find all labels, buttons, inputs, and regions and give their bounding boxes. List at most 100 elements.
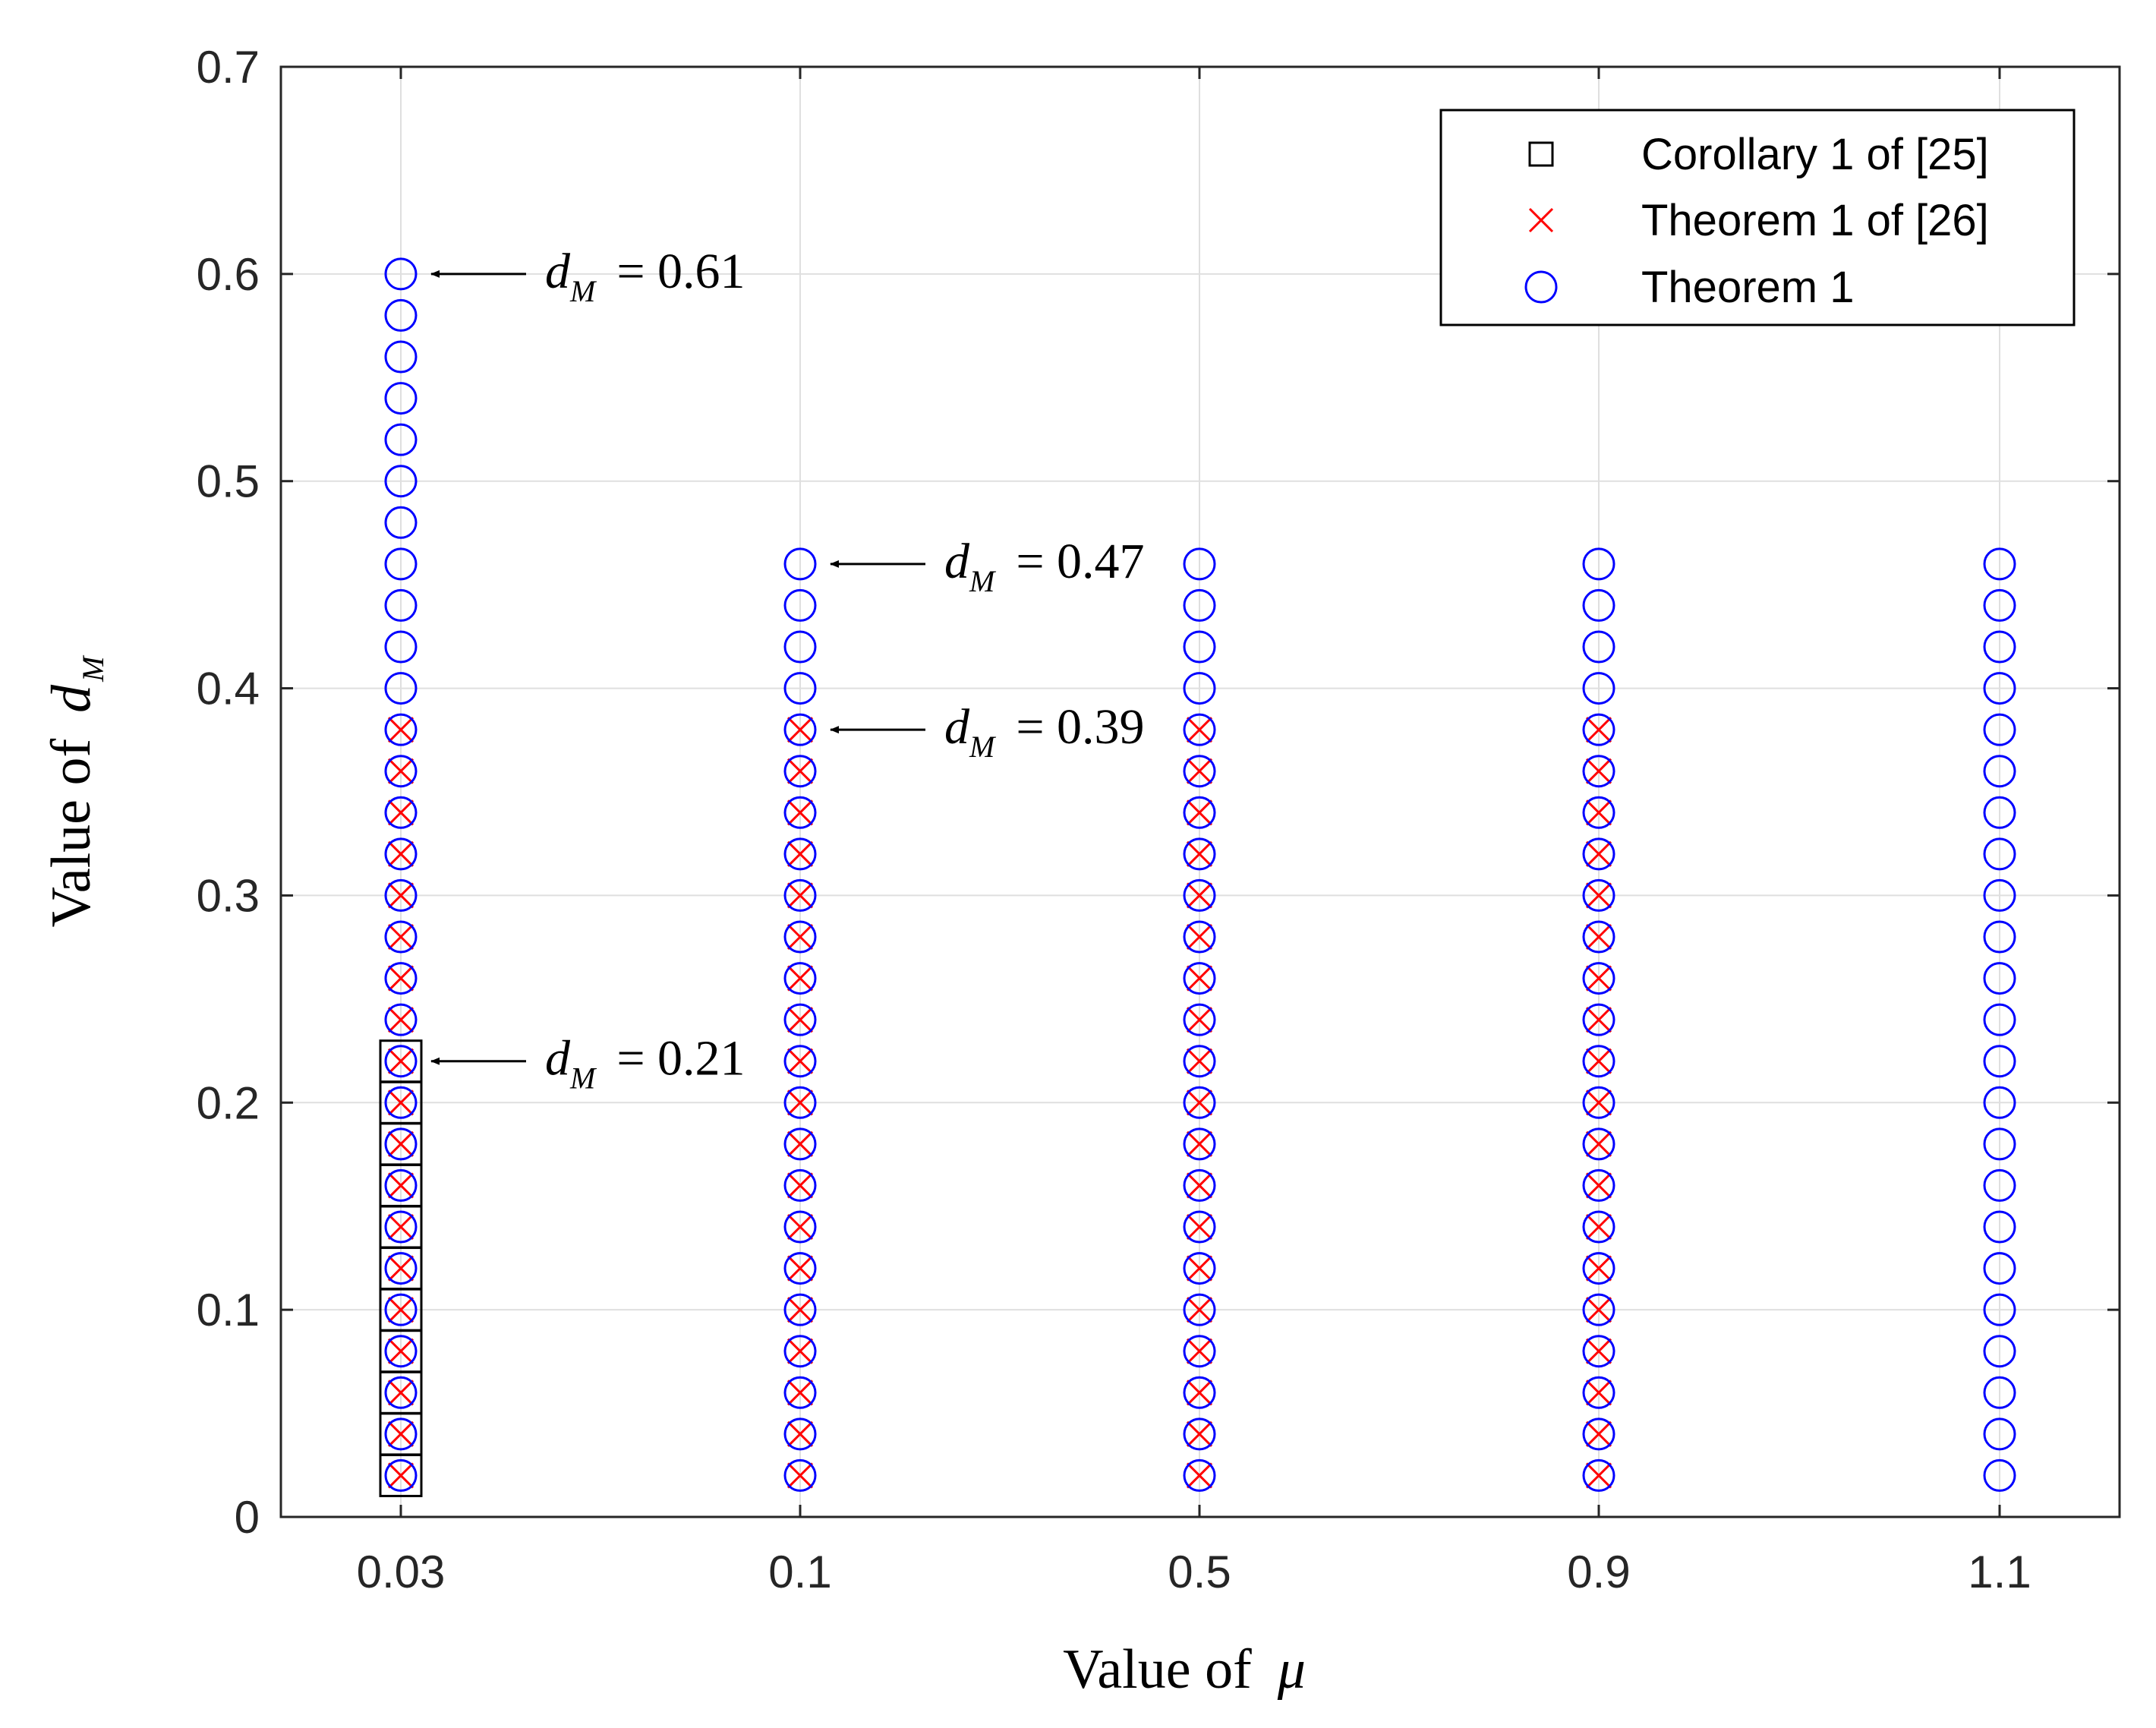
y-axis-title-variable: d <box>40 684 102 713</box>
theorem1-circle-marker <box>384 713 418 746</box>
theorem26-x-marker <box>1186 882 1213 909</box>
theorem26-x-marker <box>786 758 814 784</box>
theorem26-x-marker <box>387 882 414 909</box>
theorem26-x-marker <box>387 1048 414 1074</box>
y-axis-title-subscript: M <box>76 654 110 683</box>
theorem1-circle-marker <box>1983 1293 2016 1326</box>
theorem26-x-marker <box>387 758 414 784</box>
theorem1-circle-marker <box>1983 1417 2016 1451</box>
theorem1-circle-marker <box>1582 630 1615 664</box>
theorem26-x-marker <box>1585 1380 1612 1406</box>
y-axis-title: Value of d M <box>40 654 110 928</box>
legend-label: Theorem 1 <box>1641 263 1854 312</box>
theorem1-circle-marker <box>1582 1376 1615 1409</box>
theorem26-x-marker <box>387 1255 414 1282</box>
theorem26-x-marker <box>786 840 814 867</box>
theorem26-x-marker <box>1585 1048 1612 1074</box>
theorem1-circle-marker <box>783 713 817 746</box>
theorem1-circle-marker <box>1983 1127 2016 1161</box>
theorem1-circle-marker <box>783 1252 817 1285</box>
y-tick-label: 0.3 <box>197 870 260 921</box>
theorem26-x-marker <box>1585 1213 1612 1241</box>
theorem1-circle-marker <box>1983 1376 2016 1409</box>
theorem26-x-marker <box>786 1462 814 1489</box>
theorem1-circle-marker <box>783 920 817 954</box>
theorem26-x-marker <box>1585 717 1612 743</box>
theorem26-x-marker <box>1585 965 1612 992</box>
legend-circle-icon <box>1524 270 1558 304</box>
annotation-variable: d <box>545 1031 571 1086</box>
theorem26-x-marker <box>1585 758 1612 784</box>
theorem1-circle-marker <box>1183 796 1216 829</box>
theorem26-x-marker <box>786 1048 814 1074</box>
theorem1-circle-marker <box>384 962 418 995</box>
theorem26-x-marker <box>1186 1462 1213 1489</box>
theorem1-circle-marker <box>1983 1086 2016 1119</box>
x-tick-label: 0.03 <box>357 1547 446 1597</box>
theorem26-x-marker <box>1585 840 1612 867</box>
theorem1-circle-marker <box>384 1293 418 1326</box>
theorem26-x-marker <box>1585 1089 1612 1116</box>
theorem1-circle-marker <box>1983 1045 2016 1078</box>
theorem26-x-marker <box>387 1462 414 1489</box>
theorem1-circle-marker <box>384 796 418 829</box>
theorem1-circle-marker <box>783 1293 817 1326</box>
theorem26-x-marker <box>1186 758 1213 784</box>
theorem1-circle-marker <box>384 506 418 539</box>
theorem1-circle-marker <box>1183 1335 1216 1368</box>
theorem1-circle-marker <box>384 878 418 912</box>
theorem1-circle-marker <box>1983 1168 2016 1202</box>
theorem1-circle-marker <box>1183 1417 1216 1451</box>
theorem1-circle-marker <box>783 1045 817 1078</box>
theorem1-circle-marker <box>1582 796 1615 829</box>
theorem26-x-marker <box>786 799 814 826</box>
y-tick-label: 0.6 <box>197 249 260 300</box>
theorem1-circle-marker <box>384 382 418 415</box>
theorem1-circle-marker <box>783 1210 817 1244</box>
theorem1-circle-marker <box>1183 755 1216 788</box>
theorem26-x-marker <box>387 1338 414 1364</box>
theorem1-circle-marker <box>384 1168 418 1202</box>
theorem1-circle-marker <box>1983 1252 2016 1285</box>
theorem1-circle-marker <box>1183 837 1216 871</box>
theorem26-x-marker <box>387 1213 414 1241</box>
theorem26-x-marker <box>1186 1297 1213 1323</box>
y-tick-label: 0.2 <box>197 1077 260 1128</box>
theorem1-circle-marker <box>1983 630 2016 664</box>
theorem1-circle-marker <box>1183 588 1216 622</box>
theorem1-circle-marker <box>1582 755 1615 788</box>
annotation-subscript: M <box>569 1061 597 1096</box>
theorem1-circle-marker <box>1983 1003 2016 1036</box>
theorem1-circle-marker <box>783 547 817 581</box>
theorem1-circle-marker <box>384 837 418 871</box>
theorem26-x-marker <box>786 1297 814 1323</box>
x-axis-title: Value of μ <box>1063 1638 1306 1701</box>
theorem1-circle-marker <box>1983 920 2016 954</box>
theorem1-circle-marker <box>783 1168 817 1202</box>
theorem26-x-marker <box>1585 882 1612 909</box>
theorem1-circle-marker <box>1183 713 1216 746</box>
legend-square-icon <box>1528 141 1554 167</box>
x-axis-title-variable: μ <box>1277 1638 1306 1701</box>
theorem1-circle-marker <box>1582 920 1615 954</box>
theorem1-circle-marker <box>1183 1127 1216 1161</box>
theorem1-circle-marker <box>1582 588 1615 622</box>
annotation-value: = 0.61 <box>616 244 745 299</box>
y-tick-label: 0.4 <box>197 664 260 714</box>
annotation-variable: d <box>545 244 571 299</box>
x-tick-label: 0.9 <box>1567 1547 1630 1597</box>
theorem1-circle-marker <box>1983 837 2016 871</box>
theorem1-circle-marker <box>384 257 418 291</box>
theorem26-x-marker <box>786 1421 814 1447</box>
theorem1-circle-marker <box>1983 547 2016 581</box>
theorem1-circle-marker <box>1983 672 2016 705</box>
theorem1-circle-marker <box>783 962 817 995</box>
theorem26-x-marker <box>786 1007 814 1033</box>
theorem1-circle-marker <box>783 1417 817 1451</box>
theorem1-circle-marker <box>384 298 418 332</box>
y-tick-label: 0.5 <box>197 456 260 507</box>
theorem26-x-marker <box>387 840 414 867</box>
theorem1-circle-marker <box>1183 1168 1216 1202</box>
theorem26-x-marker <box>1186 840 1213 867</box>
theorem1-circle-marker <box>783 1086 817 1119</box>
